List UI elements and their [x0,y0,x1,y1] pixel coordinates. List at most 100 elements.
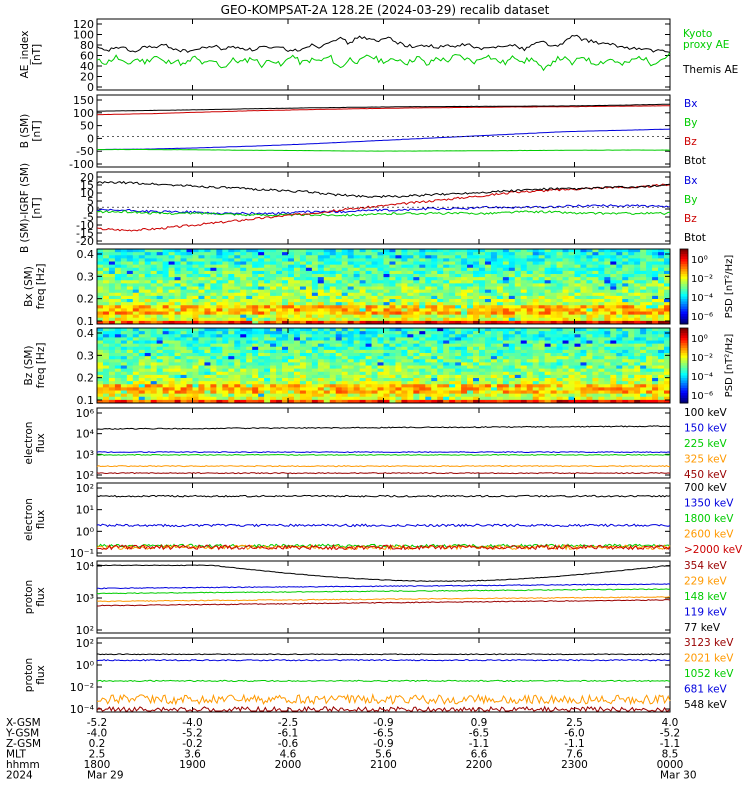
spectrogram-cell [300,262,306,266]
spectrogram-cell [628,280,634,284]
spectrogram-cell [276,328,282,332]
spectrogram-cell [622,312,628,316]
spectrogram-cell [389,262,395,266]
spectrogram-cell [133,283,139,287]
spectrogram-cell [127,315,133,319]
spectrogram-cell [216,337,222,341]
spectrogram-cell [449,258,455,262]
spectrogram-cell [467,387,473,391]
spectrogram-cell [485,262,491,266]
spectrogram-cell [133,312,139,316]
spectrogram-cell [407,296,413,300]
spectrogram-cell [389,378,395,382]
spectrogram-cell [527,249,533,253]
spectrogram-cell [437,296,443,300]
spectrogram-cell [240,280,246,284]
spectrogram-cell [342,378,348,382]
spectrogram-cell [306,249,312,253]
spectrogram-cell [503,331,509,335]
spectrogram-cell [389,362,395,366]
spectrogram-cell [360,350,366,354]
spectrogram-cell [336,268,342,272]
spectrogram-cell [634,274,640,278]
spectrogram-cell [240,381,246,385]
flux-line-148kevkev [97,589,670,594]
spectrogram-cell [551,384,557,388]
spectrogram-cell [455,318,461,322]
spectrogram-cell [109,334,115,338]
spectrogram-cell [658,302,664,306]
spectrogram-cell [413,372,419,376]
spectrogram-cell [419,283,425,287]
spectrogram-cell [604,394,610,398]
spectrogram-cell [539,381,545,385]
spectrogram-cell [575,372,581,376]
spectrogram-cell [437,334,443,338]
spectrogram-cell [228,391,234,395]
spectrogram-cell [551,265,557,269]
spectrogram-cell [145,312,151,316]
spectrogram-cell [234,384,240,388]
spectrogram-cell [575,350,581,354]
spectrogram-cell [598,258,604,262]
spectrogram-cell [312,328,318,332]
spectrogram-cell [342,344,348,348]
spectrogram-cell [198,271,204,275]
spectrogram-cell [300,265,306,269]
spectrogram-cell [610,344,616,348]
spectrogram-cell [461,296,467,300]
spectrogram-cell [646,255,652,259]
spectrogram-cell [437,384,443,388]
spectrogram-cell [145,315,151,319]
spectrogram-cell [157,265,163,269]
spectrogram-cell [664,362,670,366]
spectrogram-cell [240,293,246,297]
spectrogram-cell [598,334,604,338]
spectrogram-cell [360,375,366,379]
spectrogram-cell [151,249,157,253]
spectrogram-cell [264,302,270,306]
spectrogram-cell [198,308,204,312]
spectrogram-cell [354,359,360,363]
spectrogram-cell [479,394,485,398]
spectrogram-cell [103,334,109,338]
spectrogram-cell [228,369,234,373]
spectrogram-cell [348,372,354,376]
spectrogram-cell [557,375,563,379]
legend-entry: 2600 keV [684,529,734,541]
spectrogram-cell [634,249,640,253]
spectrogram-cell [181,369,187,373]
spectrogram-cell [551,312,557,316]
spectrogram-cell [121,296,127,300]
spectrogram-cell [234,271,240,275]
spectrogram-cell [336,274,342,278]
spectrogram-cell [580,249,586,253]
spectrogram-cell [503,372,509,376]
spectrogram-cell [413,299,419,303]
spectrogram-cell [497,302,503,306]
spectrogram-cell [163,356,169,360]
panel-frame [97,172,670,244]
spectrogram-cell [169,302,175,306]
spectrogram-cell [366,271,372,275]
spectrogram-cell [181,366,187,370]
spectrogram-cell [210,337,216,341]
spectrogram-cell [366,318,372,322]
spectrogram-cell [580,375,586,379]
spectrogram-cell [312,293,318,297]
spectrogram-cells [97,328,670,403]
spectrogram-cell [563,302,569,306]
spectrogram-cell [479,344,485,348]
spectrogram-cell [348,347,354,351]
spectrogram-cell [407,347,413,351]
spectrogram-cell [234,249,240,253]
spectrogram-cell [151,262,157,266]
spectrogram-cell [348,341,354,345]
spectrogram-cell [449,341,455,345]
spectrogram-cell [294,381,300,385]
spectrogram-cell [336,347,342,351]
spectrogram-cell [270,387,276,391]
spectrogram-cell [509,255,515,259]
spectrogram-cell [330,397,336,401]
